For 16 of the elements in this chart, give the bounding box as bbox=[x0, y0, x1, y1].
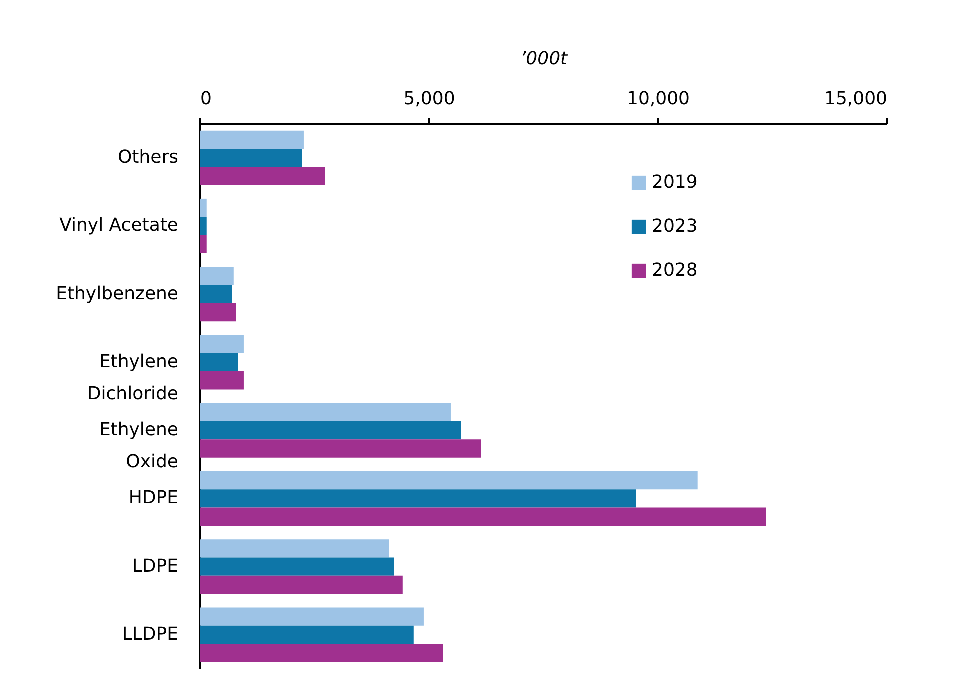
y-tick-label: LLDPE bbox=[122, 624, 178, 645]
x-tick-label: 5,000 bbox=[404, 88, 456, 110]
y-tick-label: Vinyl Acetate bbox=[60, 215, 178, 236]
y-tick-label: HDPE bbox=[128, 488, 178, 509]
y-tick-label: Others bbox=[118, 147, 178, 168]
y-tick-label: LDPE bbox=[132, 556, 178, 577]
y-tick-label: Ethylbenzene bbox=[56, 283, 178, 304]
x-tick-label: 10,000 bbox=[627, 88, 690, 110]
x-tick-label: 15,000 bbox=[824, 88, 888, 110]
legend-label: 2019 bbox=[652, 172, 698, 193]
x-tick-label: 0 bbox=[200, 88, 212, 110]
x-axis-title: ’000t bbox=[520, 48, 569, 70]
legend-label: 2023 bbox=[652, 216, 698, 237]
legend-label: 2028 bbox=[652, 260, 698, 281]
y-tick-label: Ethylene Dichloride bbox=[87, 351, 178, 404]
y-tick-label: Ethylene Oxide bbox=[99, 420, 178, 473]
